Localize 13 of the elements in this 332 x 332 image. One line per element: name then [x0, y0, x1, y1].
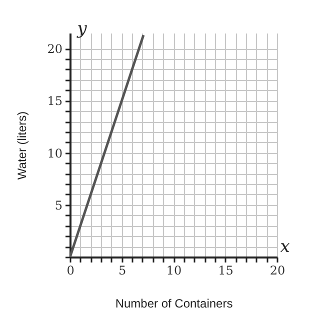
x-tick-label: 10: [166, 264, 182, 278]
y-tick-label: 20: [47, 42, 62, 56]
y-tick-label: 10: [47, 146, 62, 160]
y-tick-label: 5: [54, 198, 62, 212]
x-tick-label: 15: [218, 264, 234, 278]
y-axis-title: Water (liters): [15, 111, 30, 180]
text: 0: [66, 264, 74, 278]
text: x: [280, 237, 290, 257]
x-tick-label: 20: [270, 264, 286, 278]
annotation: y: [76, 19, 88, 39]
x-tick-label: 5: [118, 264, 126, 278]
x-axis-title: Number of Containers: [115, 296, 233, 310]
y-tick-label: 15: [47, 94, 62, 108]
